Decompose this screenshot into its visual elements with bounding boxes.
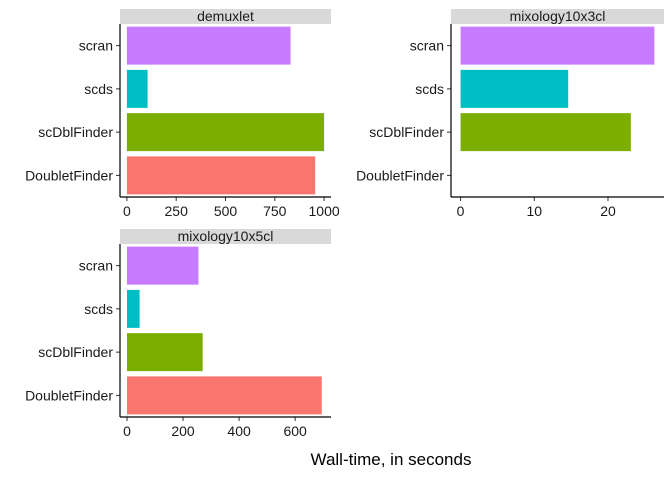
x-tick-label: 0 [457,203,465,219]
facet-strip [451,9,664,24]
x-tick-label: 400 [227,423,251,439]
y-tick-label: scDblFinder [38,124,113,140]
bar-scDblFinder [126,113,325,152]
bar-scds [127,289,140,328]
facet-title: demuxlet [197,8,254,24]
x-tick-label: 500 [214,203,238,219]
x-tick-label: 10 [526,203,542,219]
y-tick-label: DoubletFinder [356,167,444,183]
y-tick-label: scran [79,258,113,274]
x-tick-label: 750 [263,203,287,219]
facet-strip [120,229,331,244]
panel-0: demuxlet scran scds scDblFinder DoubletFinde… [25,8,340,219]
x-tick-label: 250 [165,203,189,219]
y-tick-label: scran [410,38,444,54]
bar-scDblFinder [460,113,631,152]
bar-scds [126,69,148,108]
y-tick-label: DoubletFinder [25,167,113,183]
panel-2: mixology10x5cl scran scds scDblFinder Double… [25,228,331,439]
y-tick-label: scDblFinder [369,124,444,140]
facet-title: mixology10x5cl [178,228,274,244]
x-axis-title: Wall-time, in seconds [311,450,472,469]
x-tick-label: 1000 [309,203,340,219]
bar-scran [460,26,655,65]
bar-scds [460,69,569,108]
x-tick-label: 20 [600,203,616,219]
facet-title: mixology10x3cl [510,8,606,24]
x-tick-label: 0 [123,203,131,219]
x-tick-label: 600 [283,423,307,439]
x-tick-label: 0 [123,423,131,439]
bar-scDblFinder [127,333,203,372]
bar-scran [127,246,199,285]
y-tick-label: scds [84,301,113,317]
y-tick-label: scds [415,81,444,97]
panel-1: mixology10x3cl scran scds scDblFinder Double… [356,8,664,219]
y-tick-label: DoubletFinder [25,387,113,403]
y-tick-label: scds [84,81,113,97]
bar-DoubletFinder [127,376,322,415]
bar-DoubletFinder [126,156,316,195]
facet-strip [120,9,331,24]
y-tick-label: scran [79,38,113,54]
bar-scran [126,26,291,65]
y-tick-label: scDblFinder [38,344,113,360]
x-tick-label: 200 [171,423,195,439]
